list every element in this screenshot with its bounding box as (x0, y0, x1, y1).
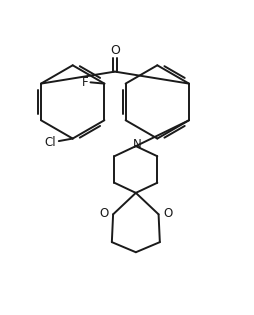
Text: N: N (133, 138, 141, 152)
Text: Cl: Cl (45, 136, 56, 149)
Text: O: O (164, 207, 173, 220)
Text: O: O (110, 44, 120, 57)
Text: F: F (82, 76, 88, 89)
Text: O: O (99, 207, 108, 220)
